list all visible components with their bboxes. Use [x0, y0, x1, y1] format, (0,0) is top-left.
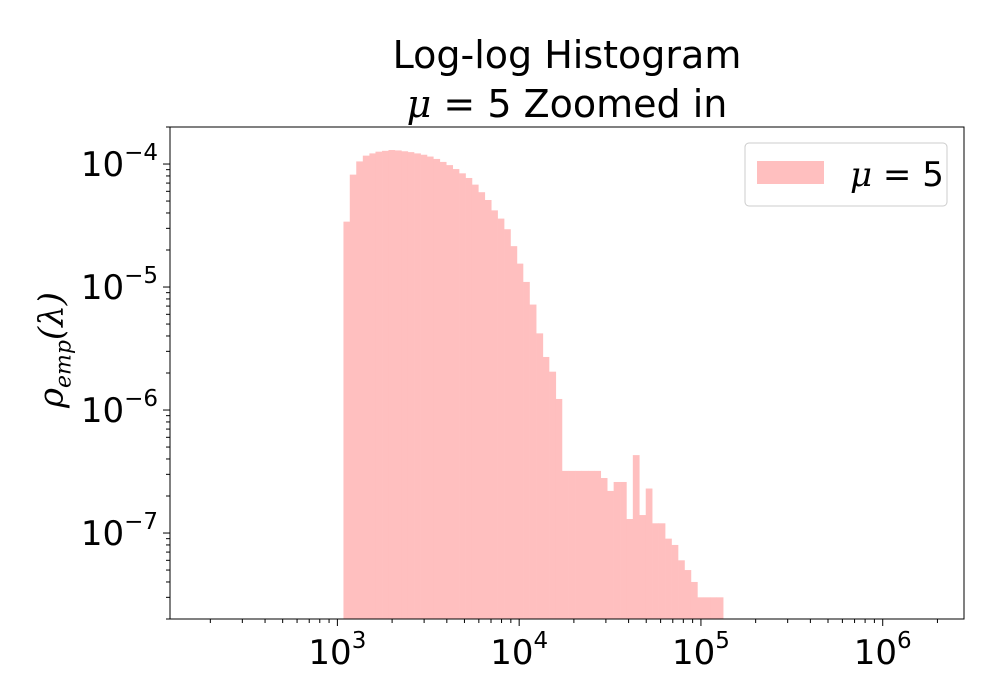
histogram-bar — [356, 161, 364, 620]
histogram-bar — [459, 173, 466, 619]
y-axis-label: ρemp(λ) — [31, 291, 77, 409]
plot-frame — [169, 126, 965, 620]
histogram-bar — [620, 481, 627, 619]
histogram-bar — [478, 192, 486, 619]
histogram-bar — [716, 597, 724, 619]
histogram-bar — [497, 218, 505, 619]
histogram-bar — [414, 153, 421, 619]
x-axis-ticks: 103 104 105 106 — [209, 619, 938, 673]
histogram-bar — [484, 200, 492, 619]
histogram-bar — [632, 455, 640, 619]
histogram-bar — [561, 470, 569, 619]
x-tick-label: 104 — [490, 628, 548, 673]
histogram-bar — [394, 150, 402, 620]
legend-label: μ = 5 — [850, 155, 944, 195]
histogram-bar — [369, 153, 376, 619]
histogram-bar — [504, 229, 511, 620]
chart-title-line2: μ = 5 Zoomed in — [170, 82, 964, 126]
histogram-bar — [401, 151, 409, 619]
histogram-bar — [690, 581, 698, 619]
y-tick-label: 10−7 — [81, 509, 158, 554]
histogram-bar — [658, 523, 666, 619]
histogram-bar — [652, 523, 659, 619]
histogram-bar — [568, 470, 576, 619]
histogram-bar — [510, 246, 518, 619]
title-rest: = 5 Zoomed in — [431, 82, 728, 126]
histogram-bar — [362, 155, 370, 619]
histogram-bar — [594, 470, 602, 619]
histogram-bar — [382, 150, 389, 619]
y-axis-ticks: 10−7 10−6 10−5 10−4 — [81, 126, 170, 620]
histogram-bar — [426, 156, 434, 619]
histogram-bar — [343, 221, 351, 619]
histogram-bar — [516, 263, 524, 619]
histogram-bar — [433, 158, 441, 619]
histogram-bar — [626, 519, 634, 619]
histogram-bar — [587, 470, 595, 619]
histogram-bar — [536, 333, 544, 619]
histogram-bar — [645, 488, 653, 619]
y-tick-label: 10−4 — [81, 140, 158, 185]
histogram-bar — [697, 597, 705, 619]
histogram-bar — [710, 597, 717, 619]
chart-title-line1: Log-log Histogram — [392, 33, 742, 77]
histogram-bar — [665, 538, 672, 619]
legend: μ = 5 — [744, 142, 948, 207]
histogram-bar — [407, 152, 415, 620]
histogram-bar — [639, 515, 647, 619]
histogram-bar — [388, 150, 396, 619]
x-tick-label: 106 — [854, 628, 912, 673]
histogram-bar — [600, 478, 608, 619]
title-mu-symbol: μ — [406, 82, 432, 126]
histogram-bar — [671, 544, 679, 619]
histogram-bar — [452, 169, 460, 619]
histogram-bar — [678, 560, 685, 619]
histogram-bar — [446, 165, 454, 620]
histogram-bar — [523, 281, 530, 619]
histogram-bar — [349, 174, 357, 619]
histogram-bar — [549, 371, 557, 619]
histogram-bar — [439, 161, 447, 619]
histogram-bar — [684, 570, 692, 619]
histogram-bar — [491, 210, 498, 619]
histogram-bar — [703, 597, 711, 619]
histogram-bar — [575, 470, 582, 619]
bars-group — [343, 150, 724, 620]
histogram-bar — [555, 398, 563, 619]
histogram-bar — [471, 184, 479, 619]
y-tick-label: 10−5 — [81, 263, 158, 308]
histogram-bar — [542, 356, 550, 619]
x-tick-label: 103 — [308, 628, 366, 673]
legend-swatch — [757, 161, 824, 184]
histogram-bar — [581, 470, 589, 619]
histogram-bar — [529, 304, 537, 619]
histogram-bar — [465, 177, 473, 620]
legend-box — [744, 142, 948, 207]
y-tick-label: 10−6 — [81, 386, 158, 431]
histogram-bar — [607, 490, 614, 619]
histogram-bar — [375, 151, 383, 619]
histogram-bar — [420, 154, 428, 620]
histogram-bar — [613, 481, 621, 619]
x-tick-label: 105 — [672, 628, 730, 673]
